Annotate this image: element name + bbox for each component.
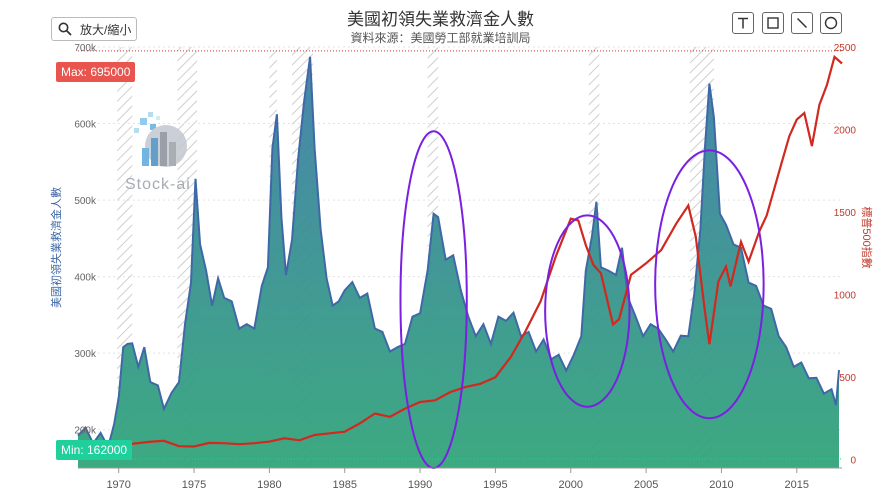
zoom-button-label: 放大/縮小 [80, 22, 132, 37]
claims-area [77, 56, 840, 469]
x-tick-label: 2000 [559, 479, 583, 491]
rectangle-tool-button[interactable] [762, 12, 784, 34]
y-left-tick-label: 200k [74, 426, 97, 437]
y-left-tick-label: 600k [74, 120, 97, 131]
y-left-tick-label: 700k [74, 43, 97, 54]
min-badge: Min: 162000 [56, 440, 133, 460]
text-tool-button[interactable] [732, 12, 754, 34]
y-right-tick-label: 2500 [834, 43, 857, 54]
claims-area-fill [78, 56, 839, 469]
x-tick-label: 1975 [182, 479, 206, 491]
chart-subtitle: 資料來源：美國勞工部就業培訓局 [350, 31, 531, 45]
y-right-tick-label: 1500 [834, 208, 857, 219]
circle-tool-icon [824, 16, 838, 30]
highlight-circle [654, 149, 765, 420]
y-left-axis-title: 美國初領失業救濟金人數 [49, 187, 63, 308]
circle-tool-button[interactable] [820, 12, 842, 34]
y-right-tick-label: 500 [839, 373, 856, 384]
x-tick-label: 1995 [483, 479, 507, 491]
x-tick-label: 1970 [106, 479, 130, 491]
axes: 1970 1975 1980 1985 1990 1995 2000 2005 2010 2015… [49, 43, 874, 491]
highlight-circle [544, 214, 631, 408]
claims-series-line [77, 56, 840, 450]
line-tool-button[interactable] [791, 12, 813, 34]
x-tick-label: 1980 [257, 479, 281, 491]
magnifier-icon [58, 22, 72, 36]
logo-text: Stock-ai [125, 176, 191, 193]
y-right-tick-label: 0 [850, 456, 856, 467]
x-tick-label: 1985 [332, 479, 356, 491]
x-tick-label: 2005 [634, 479, 658, 491]
chart-title: 美國初領失業救濟金人數 [347, 10, 534, 29]
y-right-axis-title: 標普500指數 [860, 206, 874, 268]
zoom-button[interactable]: 放大/縮小 [51, 17, 137, 41]
x-tick-label: 2010 [709, 479, 733, 491]
y-left-tick-label: 500k [74, 196, 97, 207]
y-right-tick-label: 2000 [834, 126, 857, 137]
text-tool-icon [738, 17, 748, 29]
rectangle-tool-icon [767, 17, 779, 29]
sp500-line [77, 54, 843, 448]
stock-ai-logo-icon [134, 112, 187, 167]
max-min-lines [78, 50, 842, 460]
y-left-tick-label: 300k [74, 349, 97, 360]
x-tick-label: 1990 [408, 479, 432, 491]
sp500-series-line [77, 54, 843, 448]
max-badge: Max: 695000 [56, 62, 136, 82]
y-right-tick-label: 1000 [834, 291, 857, 302]
line-tool-icon [796, 17, 808, 29]
x-tick-label: 2015 [785, 479, 809, 491]
y-left-tick-label: 400k [74, 273, 97, 284]
